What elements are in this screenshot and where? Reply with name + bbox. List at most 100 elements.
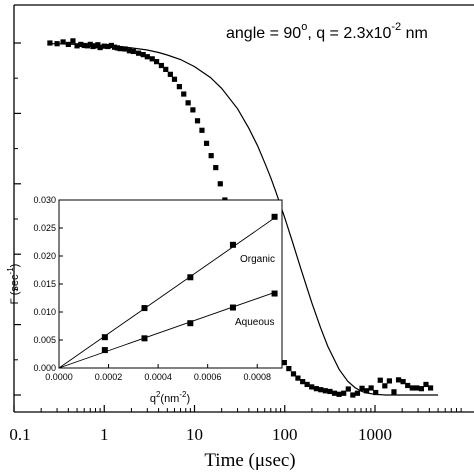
main-data-point [203,140,210,146]
inset-y-tick-label: 0.020 [33,251,56,261]
main-data-point [386,378,393,384]
main-data-point [171,76,178,82]
main-data-point [405,382,411,389]
main-data-point [65,41,71,48]
inset-point-organic [101,334,108,341]
main-data-point [70,38,76,44]
main-data-point [60,39,66,45]
main-data-point [368,385,374,391]
main-data-point [117,46,123,52]
main-data-point [418,386,425,392]
inset-y-tick-label: 0.000 [33,363,56,373]
inset-frame [58,199,283,369]
main-x-ticks: 0.1 1 10 100 1000 [9,405,462,444]
main-data-point [84,43,90,49]
main-data-point [359,385,365,391]
main-x-tick-label: 0.1 [9,425,30,444]
main-data-point [414,385,420,391]
main-data-point [300,379,306,385]
inset-x-ticks: 0.0000 0.0002 0.0004 0.0006 0.0008 [45,364,271,382]
inset-fit-aqueous [58,291,275,369]
inset-y-tick-label: 0.030 [33,195,56,205]
main-data-point [105,43,111,50]
main-data-point [336,391,342,397]
main-data-point [199,127,205,133]
main-data-point [81,42,87,49]
main-data-point [153,59,160,65]
main-data-point [122,46,128,52]
main-data-point [194,118,201,124]
main-data-point [217,181,223,187]
main-data-point [395,377,402,383]
main-data-point [391,389,397,395]
main-data-point [47,40,53,46]
main-data-point [190,107,196,113]
inset-y-tick-label: 0.010 [33,307,56,317]
main-data-point [295,375,301,381]
main-data-point [373,389,379,396]
inset-y-axis-label: Γ (sec-1) [6,264,21,305]
main-x-tick-label: 1 [100,425,109,444]
main-data-point [181,91,187,97]
main-data-point [97,44,103,51]
main-data-point [363,388,370,394]
inset-x-tick-label: 0.0000 [45,372,73,382]
main-data-point [78,41,84,48]
inset-fit-lines [58,217,275,369]
inset-point-aqueous [187,320,194,327]
main-x-tick-label: 100 [272,425,298,444]
inset-point-aqueous [101,347,108,354]
main-data-point [290,371,297,377]
main-data-point [149,56,155,62]
inset-point-aqueous [271,290,278,297]
inset-y-tick-label: 0.015 [33,279,56,289]
main-data-point [377,377,383,383]
inset-plot: 0.0000 0.0002 0.0004 0.0006 0.0008 0.0000.00… [6,195,283,405]
main-data-point [313,386,319,392]
main-data-point [345,386,351,392]
main-data-point [140,52,146,58]
main-data-point [327,388,333,395]
inset-point-aqueous [229,304,236,311]
main-data-point [111,44,118,50]
main-data-point [331,390,338,396]
main-x-tick-label: 10 [186,425,203,444]
main-data-point [400,379,406,385]
inset-x-tick-label: 0.0002 [95,372,123,382]
main-data-point [167,71,173,77]
main-data-point [286,366,292,372]
main-data-point [54,41,60,47]
main-data-point [304,381,310,388]
inset-point-organic [271,213,278,220]
inset-x-tick-label: 0.0008 [243,372,271,382]
main-x-axis-label: Time (μsec) [204,450,295,471]
inset-x-tick-label: 0.0004 [144,372,172,382]
main-data-point [185,100,191,106]
main-data-point [163,66,169,72]
main-data-point [114,45,121,51]
main-y-ticks [14,42,21,396]
inset-y-tick-label: 0.005 [33,335,56,345]
main-data-point [95,42,101,48]
inset-y-tick-label: 0.025 [33,223,56,233]
inset-point-organic [187,274,194,281]
main-data-point [382,383,388,389]
inset-fit-organic [58,217,275,369]
main-data-point [108,42,114,49]
main-data-point [101,43,107,49]
main-data-point [74,43,80,49]
main-data-point [318,387,324,393]
inset-point-aqueous [141,335,148,342]
main-data-point [409,385,415,391]
inset-point-organic [229,241,236,248]
inset-data-points [101,213,278,354]
main-data-point [427,385,434,391]
main-data-point [135,50,142,56]
main-data-point [213,165,219,171]
legend-label-aqueous: Aqueous [235,317,274,328]
main-x-tick-label: 1000 [358,425,392,444]
main-annotation: angle = 90o, q = 2.3x10-2 nm [226,21,428,42]
main-data-point [322,388,328,394]
main-data-point [423,381,429,388]
